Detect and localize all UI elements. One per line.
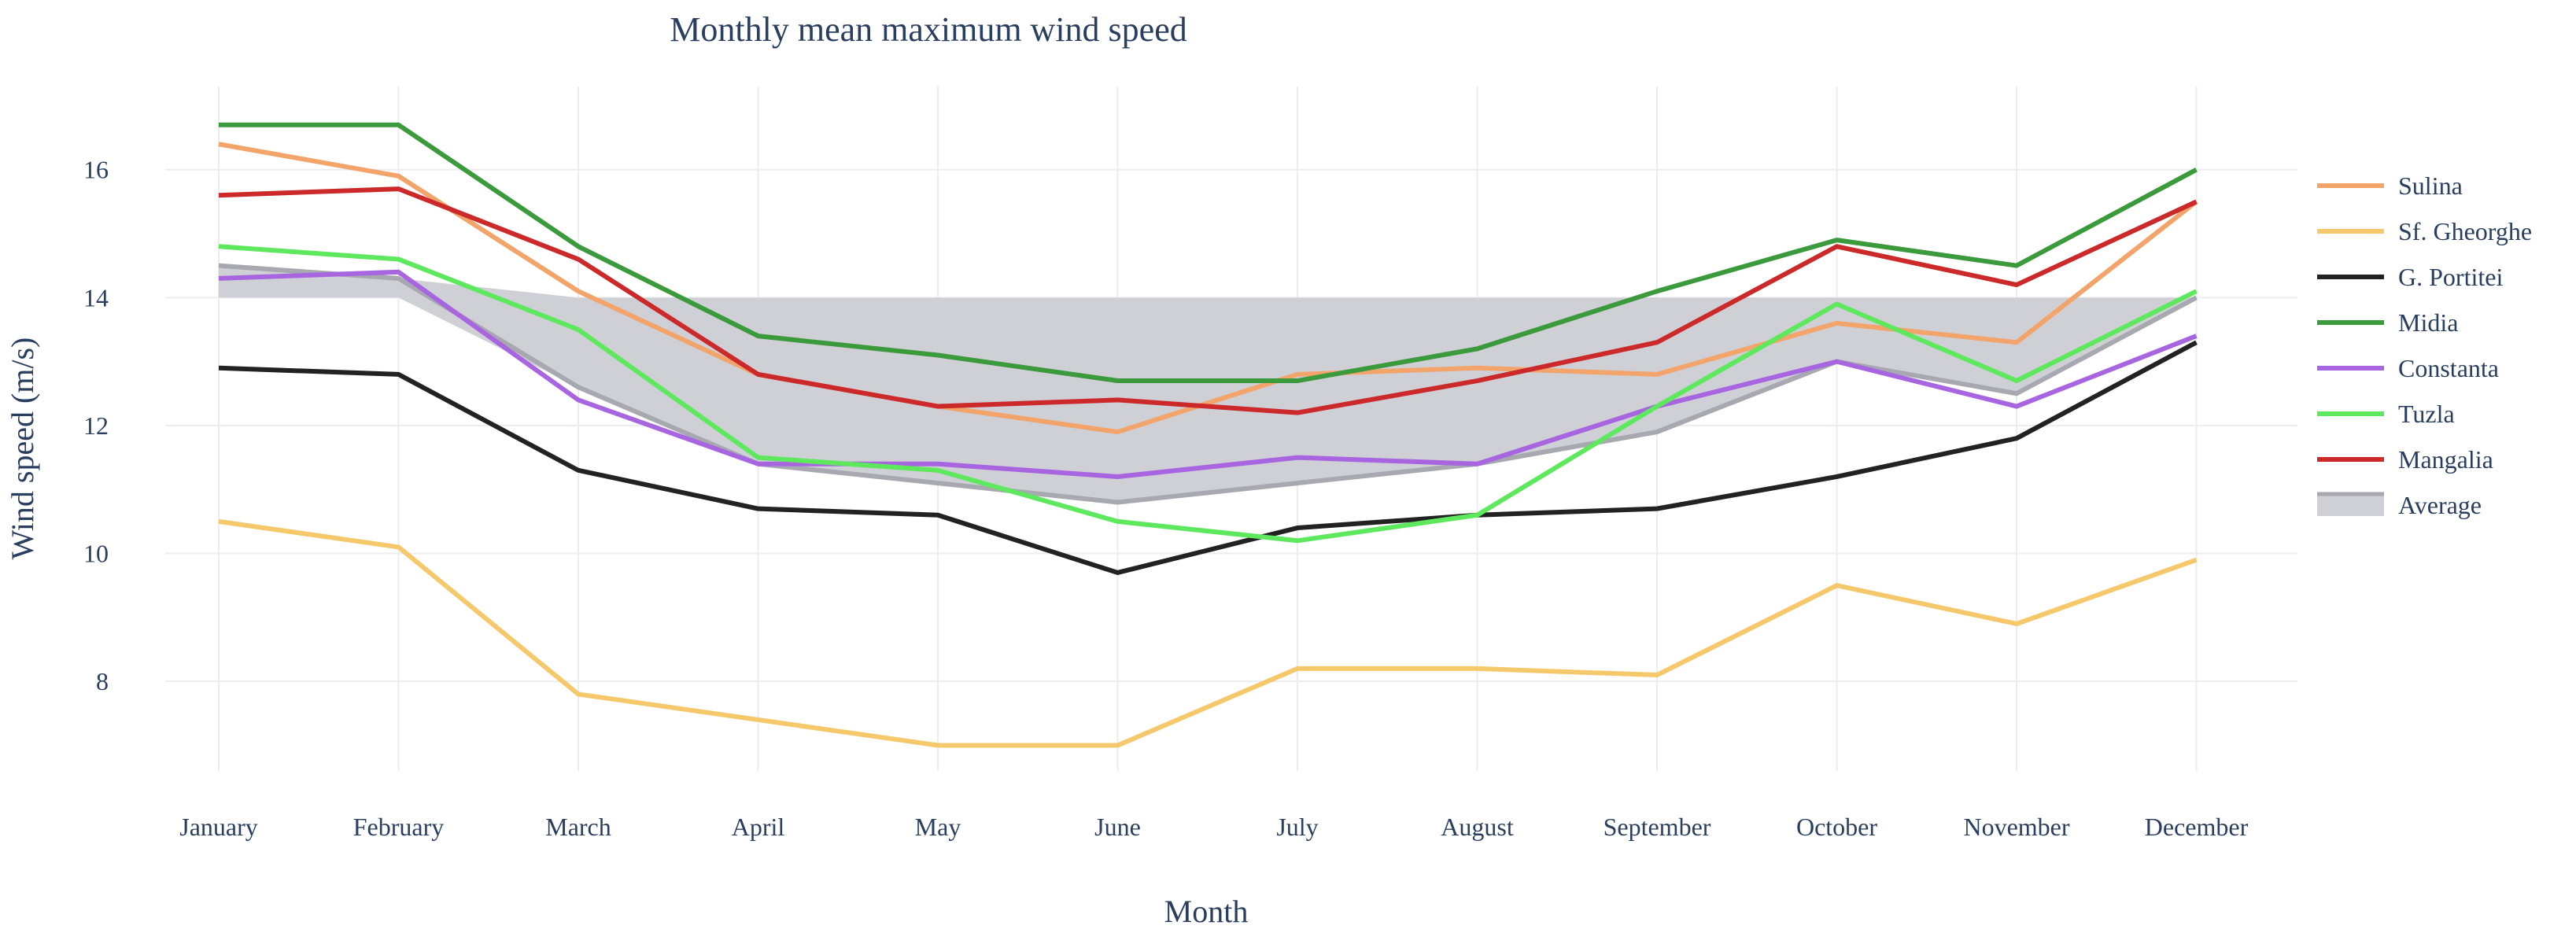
y-tick-label: 8 (96, 667, 109, 695)
legend-label: G. Portitei (2398, 263, 2503, 291)
x-tick-label: November (1963, 813, 2069, 841)
y-tick-label: 16 (83, 156, 109, 184)
series-line-sulina (218, 142, 2198, 435)
y-axis-title: Wind speed (m/s) (5, 337, 40, 560)
line-layer (218, 122, 2198, 748)
x-tick-label: March (545, 813, 611, 841)
series-line-constanta (218, 269, 2198, 479)
y-tick-label: 14 (83, 283, 109, 312)
legend-label: Constanta (2398, 354, 2499, 382)
x-tick-label: May (915, 813, 961, 841)
x-tick-label: October (1796, 813, 1877, 841)
x-tick-label: June (1094, 813, 1141, 841)
band-layer (219, 265, 2197, 503)
legend-label: Mangalia (2398, 445, 2493, 474)
legend-label: Sulina (2398, 171, 2463, 200)
x-tick-label: April (732, 813, 785, 841)
x-tick-label: September (1604, 813, 1711, 841)
series-line-mangalia (218, 186, 2198, 415)
average-shaded-band (219, 297, 2197, 503)
legend-label: Midia (2398, 308, 2458, 337)
series-line-midia (219, 122, 2198, 384)
average-upper-band (219, 265, 2197, 298)
y-tick-label: 12 (83, 411, 109, 440)
legend-label: Tuzla (2398, 400, 2455, 428)
x-tick-label: February (353, 813, 445, 841)
tick-layer: January February March April May June July Augu… (83, 156, 2249, 841)
x-tick-label: July (1276, 813, 1318, 841)
x-axis-title: Month (1164, 894, 1249, 929)
series-line-sf-gheorghe (218, 518, 2198, 748)
legend-label: Average (2398, 491, 2482, 519)
legend: Sulina Sf. Gheorghe G. Portitei Midia Consta… (2317, 171, 2532, 519)
x-tick-label: January (179, 813, 258, 841)
legend-label: Sf. Gheorghe (2398, 217, 2532, 245)
chart-title: Monthly mean maximum wind speed (670, 10, 1187, 49)
legend-swatch (2317, 494, 2384, 516)
series-line-g-portitei (218, 340, 2198, 575)
x-tick-label: August (1441, 813, 1514, 841)
y-tick-label: 10 (83, 540, 109, 568)
x-tick-label: December (2145, 813, 2249, 841)
grid-layer (165, 87, 2297, 771)
series-line-tuzla (218, 244, 2198, 544)
